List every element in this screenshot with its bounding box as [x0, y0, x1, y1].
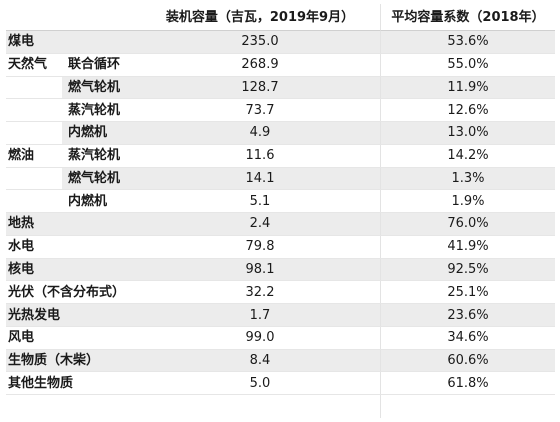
row-capacity: 1.7 [140, 304, 380, 327]
row-factor: 12.6% [380, 99, 555, 123]
row-factor: 1.9% [380, 190, 555, 214]
row-type: 核电 [6, 258, 140, 282]
row-factor: 13.0% [380, 122, 555, 145]
row-type [6, 168, 62, 191]
row-factor: 1.3% [380, 167, 555, 191]
header-factor: 平均容量系数（2018年） [380, 4, 555, 31]
row-type: 煤电 [6, 31, 140, 54]
row-type: 风电 [6, 327, 140, 350]
row-subtype: 联合循环 [62, 54, 140, 77]
row-factor: 34.6% [380, 326, 555, 350]
row-capacity: 5.0 [140, 372, 380, 396]
row-capacity: 235.0 [140, 31, 380, 54]
row-subtype: 燃气轮机 [62, 167, 140, 191]
blank-cell [380, 395, 555, 418]
row-capacity: 32.2 [140, 281, 380, 305]
row-factor: 55.0% [380, 53, 555, 77]
row-type: 水电 [6, 236, 140, 259]
row-subtype: 蒸汽轮机 [62, 145, 140, 168]
row-type: 光热发电 [6, 304, 140, 327]
row-type [6, 190, 62, 214]
row-subtype: 燃气轮机 [62, 76, 140, 100]
row-capacity: 14.1 [140, 167, 380, 191]
row-capacity: 128.7 [140, 76, 380, 100]
blank-cell [6, 395, 140, 418]
row-capacity: 73.7 [140, 99, 380, 123]
row-type: 燃油 [6, 145, 62, 168]
row-subtype: 内燃机 [62, 122, 140, 145]
row-type [6, 99, 62, 123]
row-factor: 61.8% [380, 372, 555, 396]
row-capacity: 2.4 [140, 213, 380, 236]
row-factor: 60.6% [380, 349, 555, 373]
row-capacity: 5.1 [140, 190, 380, 214]
row-type: 生物质（木柴） [6, 349, 140, 373]
row-capacity: 268.9 [140, 54, 380, 77]
row-subtype: 内燃机 [62, 190, 140, 214]
row-type: 地热 [6, 213, 140, 236]
row-factor: 23.6% [380, 304, 555, 327]
row-factor: 76.0% [380, 213, 555, 236]
row-capacity: 8.4 [140, 349, 380, 373]
row-capacity: 11.6 [140, 145, 380, 168]
row-factor: 14.2% [380, 144, 555, 168]
row-factor: 92.5% [380, 258, 555, 282]
row-type: 光伏（不含分布式） [6, 281, 140, 305]
row-factor: 25.1% [380, 281, 555, 305]
row-type [6, 122, 62, 145]
header-blank [6, 4, 140, 31]
row-type: 其他生物质 [6, 372, 140, 396]
row-factor: 41.9% [380, 235, 555, 259]
capacity-table: 装机容量（吉瓦，2019年9月） 平均容量系数（2018年） 煤电 235.0 … [6, 4, 555, 418]
row-factor: 11.9% [380, 76, 555, 100]
row-capacity: 99.0 [140, 327, 380, 350]
row-type [6, 77, 62, 100]
header-capacity: 装机容量（吉瓦，2019年9月） [140, 4, 380, 31]
row-capacity: 4.9 [140, 122, 380, 145]
row-subtype: 蒸汽轮机 [62, 99, 140, 123]
row-capacity: 79.8 [140, 236, 380, 259]
row-factor: 53.6% [380, 31, 555, 54]
row-capacity: 98.1 [140, 258, 380, 282]
blank-cell [140, 395, 380, 418]
row-type: 天然气 [6, 54, 62, 77]
